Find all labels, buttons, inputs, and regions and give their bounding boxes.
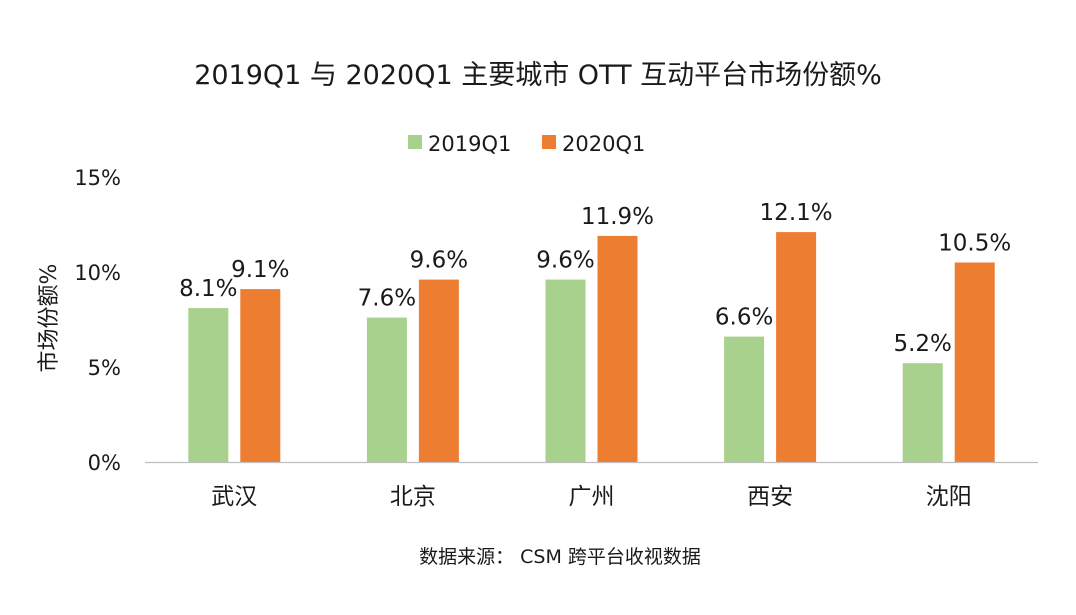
bar-value-label: 12.1% (760, 200, 833, 226)
data-labels: 8.1%9.1% 7.6% 9.6% 9.6% 11.9% 6.6% 12.1% 5.2% 10… (179, 200, 1011, 357)
y-axis-ticks: 0% 5% 10% 15% (74, 166, 121, 475)
bar-value-label: 11.9% (581, 204, 654, 230)
bar-2020q1 (240, 289, 281, 462)
bar-2019q1 (724, 336, 765, 462)
x-axis-categories: 武汉 北京 广州 西安 沈阳 (211, 484, 971, 510)
bar-2019q1 (188, 308, 229, 462)
y-tick-label: 15% (74, 166, 121, 190)
y-tick-label: 10% (74, 261, 121, 285)
bar-value-label: 9.6% (536, 248, 594, 274)
source-note: 数据来源： CSM 跨平台收视数据 (419, 546, 701, 568)
bar-2020q1 (776, 232, 817, 462)
bar-2019q1 (366, 317, 407, 462)
legend-label-2020q1: 2020Q1 (562, 132, 645, 156)
chart-title: 2019Q1 与 2020Q1 主要城市 OTT 互动平台市场份额% (194, 60, 882, 91)
bar-value-label: 9.1% (231, 257, 289, 283)
legend: 2019Q1 2020Q1 (408, 132, 645, 156)
bar-value-label: 7.6% (358, 286, 416, 312)
x-tick-label: 北京 (390, 484, 436, 510)
bar-value-label: 9.6% (410, 248, 468, 274)
x-tick-label: 武汉 (211, 484, 257, 510)
bar-2019q1 (545, 279, 586, 462)
y-tick-label: 5% (88, 356, 121, 380)
bar-2020q1 (418, 279, 459, 462)
bar-2019q1 (902, 363, 943, 462)
bar-2020q1 (954, 262, 995, 462)
x-tick-label: 广州 (569, 484, 615, 510)
y-tick-label: 0% (88, 451, 121, 475)
bar-value-label: 5.2% (893, 331, 951, 357)
bar-value-label: 8.1% (179, 276, 237, 302)
y-axis-label: 市场份额% (37, 264, 62, 373)
legend-swatch-2020q1 (542, 135, 556, 149)
bars (188, 232, 995, 462)
bar-2020q1 (597, 235, 638, 462)
legend-label-2019q1: 2019Q1 (428, 132, 511, 156)
legend-swatch-2019q1 (408, 135, 422, 149)
bar-value-label: 10.5% (938, 231, 1011, 257)
bar-value-label: 6.6% (715, 305, 773, 331)
x-tick-label: 西安 (747, 484, 793, 510)
x-tick-label: 沈阳 (926, 484, 972, 510)
